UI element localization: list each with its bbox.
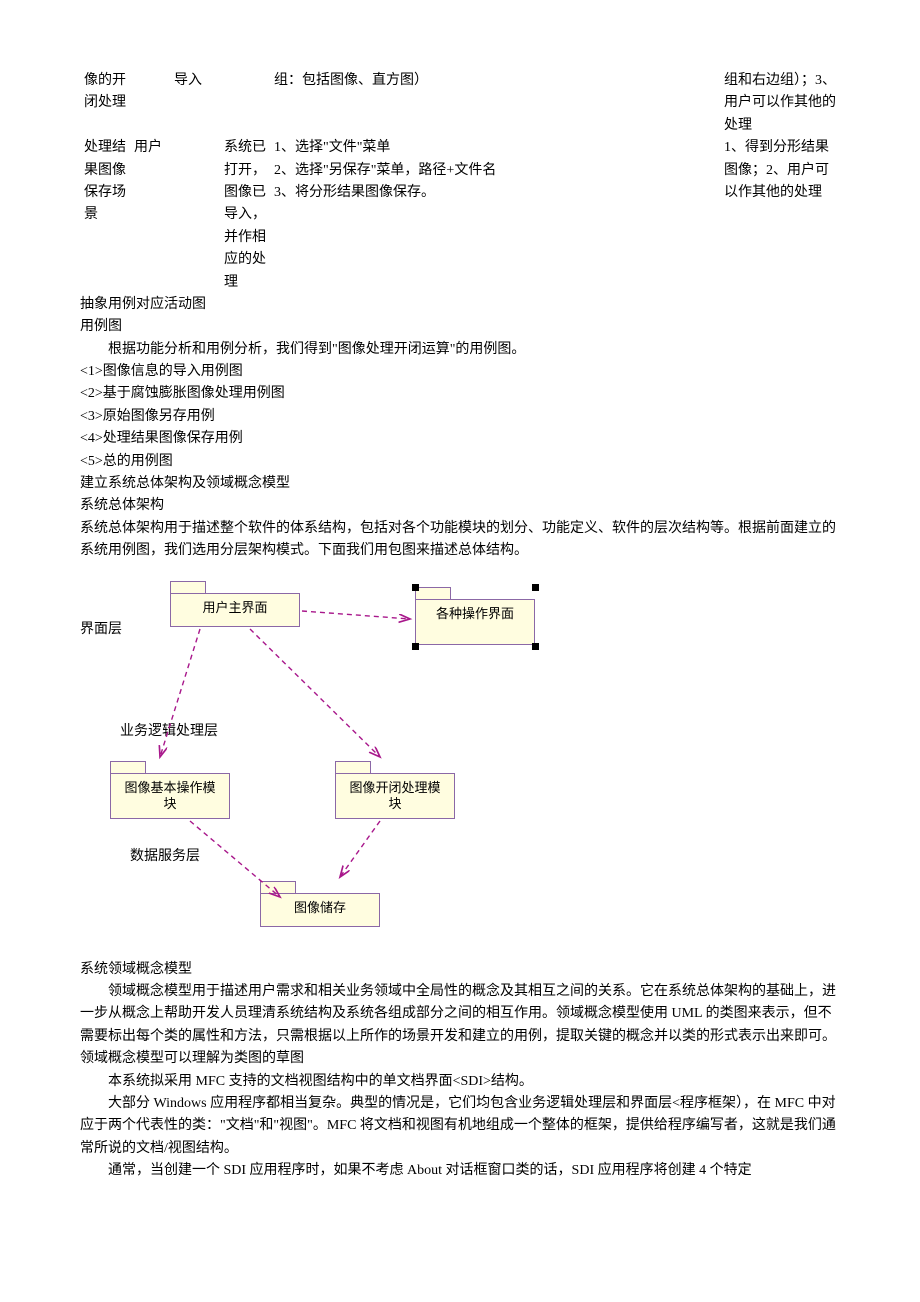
cell xyxy=(170,137,220,294)
cell: 1、选择"文件"菜单 2、选择"另保存"菜单，路径+文件名 3、将分形结果图像保… xyxy=(270,137,720,294)
list-item: <4>处理结果图像保存用例 xyxy=(80,428,840,450)
cell: 处理结果图像保存场景 xyxy=(80,137,130,294)
layer-label-data: 数据服务层 xyxy=(130,846,200,868)
pkg-ui-main: 用户主界面 xyxy=(170,581,300,627)
pkg-img-basic: 图像基本操作模块 xyxy=(110,761,230,819)
pkg-ui-ops: 各种操作界面 xyxy=(415,587,535,645)
paragraph: 抽象用例对应活动图 xyxy=(80,294,840,316)
cell xyxy=(130,70,170,137)
paragraph: 系统领域概念模型 xyxy=(80,959,840,981)
table-row: 像的开闭处理 导入 组：包括图像、直方图） 组和右边组）；3、用户可以作其他的处… xyxy=(80,70,840,137)
selection-handle xyxy=(532,584,539,591)
pkg-img-openclose: 图像开闭处理模块 xyxy=(335,761,455,819)
list-item: <2>基于腐蚀膨胀图像处理用例图 xyxy=(80,383,840,405)
paragraph: 系统总体架构用于描述整个软件的体系结构，包括对各个功能模块的划分、功能定义、软件… xyxy=(80,518,840,563)
paragraph: 根据功能分析和用例分析，我们得到"图像处理开闭运算"的用例图。 xyxy=(80,339,840,361)
usecase-table: 像的开闭处理 导入 组：包括图像、直方图） 组和右边组）；3、用户可以作其他的处… xyxy=(80,70,840,294)
pkg-label: 各种操作界面 xyxy=(415,599,535,645)
paragraph: 领域概念模型用于描述用户需求和相关业务领域中全局性的概念及其相互之间的关系。它在… xyxy=(80,981,840,1071)
paragraph: 本系统拟采用 MFC 支持的文档视图结构中的单文档界面<SDI>结构。 xyxy=(80,1071,840,1093)
list-item: <3>原始图像另存用例 xyxy=(80,406,840,428)
cell: 导入 xyxy=(170,70,220,137)
list-item: <5>总的用例图 xyxy=(80,451,840,473)
paragraph: 大部分 Windows 应用程序都相当复杂。典型的情况是，它们均包含业务逻辑处理… xyxy=(80,1093,840,1160)
list-item: <1>图像信息的导入用例图 xyxy=(80,361,840,383)
table-row: 处理结果图像保存场景 用户 系统已打开，图像已导入，并作相应的处理 1、选择"文… xyxy=(80,137,840,294)
cell: 组：包括图像、直方图） xyxy=(270,70,720,137)
pkg-label: 图像基本操作模块 xyxy=(110,773,230,819)
cell: 系统已打开，图像已导入，并作相应的处理 xyxy=(220,137,270,294)
pkg-label: 图像开闭处理模块 xyxy=(335,773,455,819)
cell: 组和右边组）；3、用户可以作其他的处理 xyxy=(720,70,840,137)
pkg-label: 用户主界面 xyxy=(170,593,300,627)
cell xyxy=(220,70,270,137)
paragraph: 系统总体架构 xyxy=(80,495,840,517)
paragraph: 建立系统总体架构及领域概念模型 xyxy=(80,473,840,495)
selection-handle xyxy=(412,643,419,650)
pkg-label: 图像储存 xyxy=(260,893,380,927)
paragraph: 通常，当创建一个 SDI 应用程序时，如果不考虑 About 对话框窗口类的话，… xyxy=(80,1160,840,1182)
cell: 用户 xyxy=(130,137,170,294)
cell: 1、得到分形结果图像；2、用户可以作其他的处理 xyxy=(720,137,840,294)
layer-label-logic: 业务逻辑处理层 xyxy=(120,721,218,743)
selection-handle xyxy=(412,584,419,591)
pkg-img-store: 图像储存 xyxy=(260,881,380,927)
cell: 像的开闭处理 xyxy=(80,70,130,137)
package-diagram: 界面层 业务逻辑处理层 数据服务层 用户主界面 各种操作界面 图像基本操作模块 … xyxy=(80,571,600,951)
selection-handle xyxy=(532,643,539,650)
paragraph: 用例图 xyxy=(80,316,840,338)
layer-label-ui: 界面层 xyxy=(80,619,122,641)
